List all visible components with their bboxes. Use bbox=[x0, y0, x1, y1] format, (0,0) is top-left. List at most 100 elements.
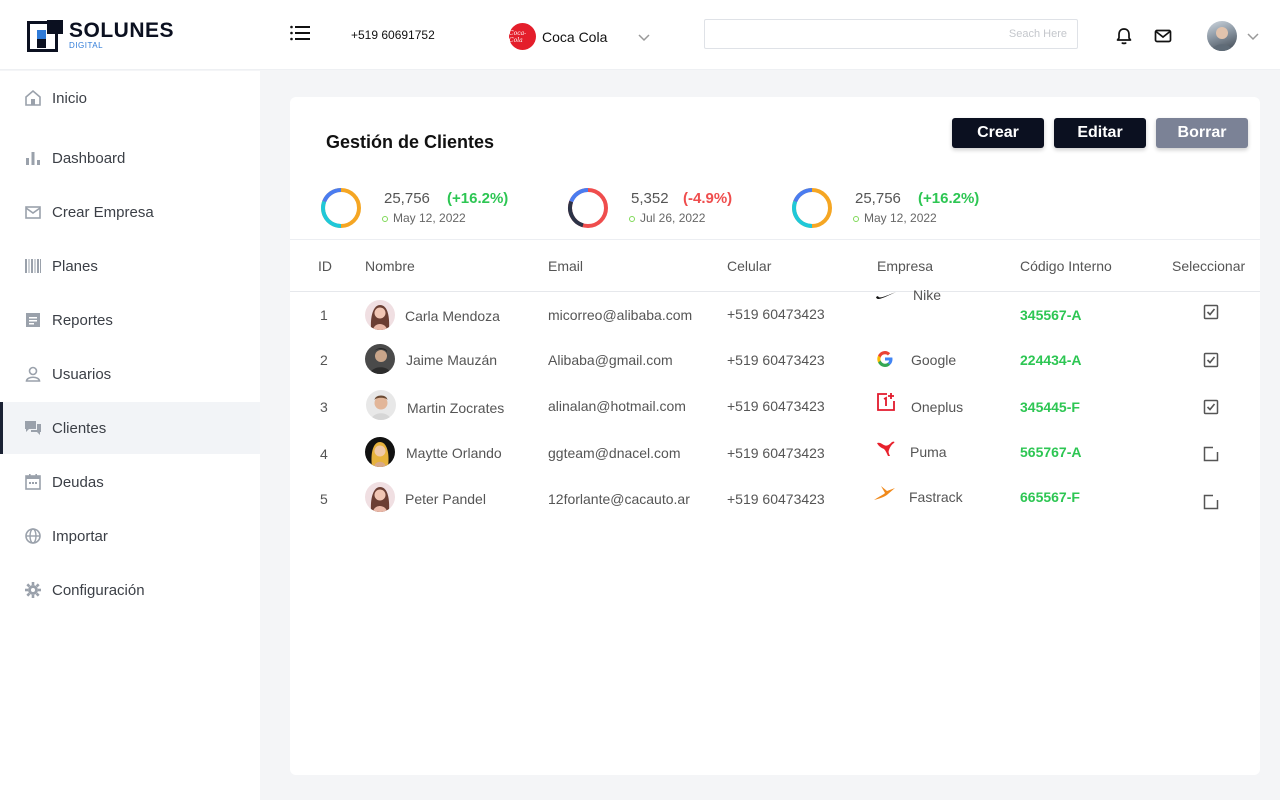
checkbox-unchecked-icon[interactable] bbox=[1203, 494, 1219, 510]
row-id: 4 bbox=[320, 446, 328, 462]
barcode-icon bbox=[24, 257, 42, 275]
internal-code: 345567-A bbox=[1020, 307, 1082, 323]
column-header-celular: Celular bbox=[727, 258, 772, 274]
internal-code: 665567-F bbox=[1020, 489, 1080, 505]
stat-change: (+16.2%) bbox=[918, 190, 980, 207]
table-row[interactable]: 1 Carla Mendoza micorreo@alibaba.com +51… bbox=[290, 287, 1260, 338]
checkbox-checked-icon[interactable] bbox=[1203, 399, 1219, 415]
borrar-button[interactable]: Borrar bbox=[1156, 118, 1248, 148]
sidebar-item-label: Reportes bbox=[52, 311, 113, 329]
stat-date: May 12, 2022 bbox=[393, 211, 466, 225]
checkbox-checked-icon[interactable] bbox=[1203, 352, 1219, 368]
status-dot bbox=[382, 216, 388, 222]
column-header-empresa: Empresa bbox=[877, 258, 934, 274]
top-header: SOLUNES DIGITAL +519 60691752 Coca-Cola … bbox=[0, 0, 1280, 70]
client-name: Maytte Orlando bbox=[406, 445, 502, 461]
user-avatar[interactable] bbox=[1207, 21, 1237, 51]
sidebar-item-label: Crear Empresa bbox=[52, 203, 154, 221]
logo-name: SOLUNES bbox=[69, 19, 175, 42]
sidebar-item-label: Configuración bbox=[52, 581, 145, 599]
internal-code: 345445-F bbox=[1020, 399, 1080, 415]
bell-icon[interactable] bbox=[1114, 26, 1134, 46]
sidebar-item-label: Dashboard bbox=[52, 149, 126, 167]
donut-chart-icon bbox=[568, 188, 608, 228]
client-phone: +519 60473423 bbox=[727, 398, 825, 414]
stat-value: 25,756 bbox=[855, 190, 901, 207]
sidebar: Inicio Dashboard Crear Empresa Planes Re… bbox=[0, 71, 260, 800]
editar-button[interactable]: Editar bbox=[1054, 118, 1146, 148]
company-name: Google bbox=[911, 352, 957, 368]
calendar-icon bbox=[24, 473, 42, 491]
coca-cola-logo: Coca-Cola bbox=[509, 23, 536, 50]
donut-chart-icon bbox=[321, 188, 361, 228]
row-id: 5 bbox=[320, 491, 328, 507]
sidebar-item-inicio[interactable]: Inicio bbox=[0, 72, 260, 124]
google-icon bbox=[876, 350, 896, 370]
sidebar-item-importar[interactable]: Importar bbox=[0, 510, 260, 562]
company-name: Puma bbox=[910, 444, 947, 460]
sidebar-item-planes[interactable]: Planes bbox=[0, 240, 260, 292]
table-row[interactable]: 4 Maytte Orlando ggteam@dnacel.com +519 … bbox=[290, 430, 1260, 476]
crear-button[interactable]: Crear bbox=[952, 118, 1044, 148]
column-header-seleccionar: Seleccionar bbox=[1172, 258, 1246, 274]
phone-number: +519 60691752 bbox=[351, 28, 435, 42]
gear-icon bbox=[24, 581, 42, 599]
chat-icon bbox=[24, 419, 42, 437]
solunes-logo-icon bbox=[27, 20, 65, 54]
company-name: Coca Cola bbox=[542, 28, 608, 45]
stat-change: (-4.9%) bbox=[683, 190, 733, 207]
globe-icon bbox=[24, 527, 42, 545]
sidebar-item-usuarios[interactable]: Usuarios bbox=[0, 348, 260, 400]
stat-date: May 12, 2022 bbox=[864, 211, 937, 225]
column-header-id: ID bbox=[318, 258, 332, 274]
table-row[interactable]: 2 Jaime Mauzán Alibaba@gmail.com +519 60… bbox=[290, 338, 1260, 384]
client-email: Alibaba@gmail.com bbox=[548, 352, 673, 368]
table-row[interactable]: 3 Martin Zocrates alinalan@hotmail.com +… bbox=[290, 384, 1260, 430]
logo[interactable]: SOLUNES DIGITAL bbox=[27, 20, 174, 54]
sidebar-item-deudas[interactable]: Deudas bbox=[0, 456, 260, 508]
home-icon bbox=[24, 89, 42, 107]
client-avatar bbox=[366, 390, 396, 420]
sidebar-item-label: Clientes bbox=[52, 419, 107, 437]
company-name: Fastrack bbox=[909, 489, 963, 505]
report-icon bbox=[24, 311, 42, 329]
sidebar-item-configuracion[interactable]: Configuración bbox=[0, 564, 260, 616]
internal-code: 565767-A bbox=[1020, 444, 1082, 460]
company-selector[interactable]: Coca-Cola Coca Cola bbox=[509, 23, 651, 50]
sidebar-item-crear-empresa[interactable]: Crear Empresa bbox=[0, 186, 260, 238]
column-header-nombre: Nombre bbox=[365, 258, 415, 274]
client-name: Peter Pandel bbox=[405, 491, 486, 507]
sidebar-item-dashboard[interactable]: Dashboard bbox=[0, 132, 260, 184]
client-phone: +519 60473423 bbox=[727, 445, 825, 461]
column-header-codigo: Código Interno bbox=[1020, 258, 1112, 274]
client-avatar bbox=[365, 482, 395, 512]
chevron-down-icon[interactable] bbox=[1246, 29, 1260, 43]
client-email: alinalan@hotmail.com bbox=[548, 398, 686, 414]
sidebar-item-label: Inicio bbox=[52, 89, 88, 107]
mail-icon[interactable] bbox=[1153, 26, 1173, 46]
client-avatar bbox=[365, 344, 395, 374]
internal-code: 224434-A bbox=[1020, 352, 1082, 368]
sidebar-item-clientes[interactable]: Clientes bbox=[0, 402, 260, 454]
puma-icon bbox=[876, 439, 896, 459]
column-header-email: Email bbox=[548, 258, 584, 274]
client-avatar bbox=[365, 300, 395, 330]
status-dot bbox=[629, 216, 635, 222]
stat-value: 5,352 bbox=[631, 190, 669, 207]
sidebar-item-label: Usuarios bbox=[52, 365, 112, 383]
envelope-icon bbox=[24, 203, 42, 221]
client-email: 12forlante@cacauto.ar bbox=[548, 491, 690, 507]
company-name: Oneplus bbox=[911, 399, 964, 415]
sidebar-item-reportes[interactable]: Reportes bbox=[0, 294, 260, 346]
checkbox-unchecked-icon[interactable] bbox=[1203, 446, 1219, 462]
search-input[interactable] bbox=[704, 19, 1078, 49]
sidebar-item-label: Importar bbox=[52, 527, 108, 545]
client-phone: +519 60473423 bbox=[727, 491, 825, 507]
company-name: Nike bbox=[913, 287, 942, 303]
donut-chart-icon bbox=[792, 188, 832, 228]
table-row[interactable]: 5 Peter Pandel 12forlante@cacauto.ar +51… bbox=[290, 476, 1260, 522]
table-header: ID Nombre Email Celular Empresa Código I… bbox=[290, 240, 1260, 292]
menu-icon[interactable] bbox=[289, 24, 313, 44]
checkbox-checked-icon[interactable] bbox=[1203, 304, 1219, 320]
client-name: Carla Mendoza bbox=[405, 308, 500, 324]
